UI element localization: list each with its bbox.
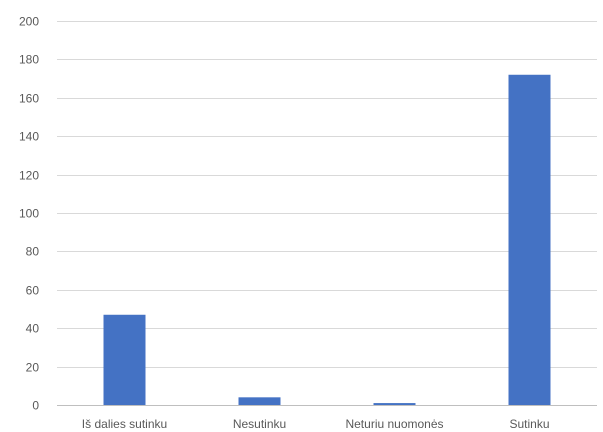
y-tick-label: 180 xyxy=(19,53,39,67)
bar xyxy=(103,314,146,405)
y-tick-label: 40 xyxy=(26,322,40,336)
x-category-label: Neturiu nuomonės xyxy=(345,417,443,431)
y-tick-label: 60 xyxy=(26,284,40,298)
y-tick-label: 160 xyxy=(19,92,39,106)
bars xyxy=(103,74,551,405)
y-tick-label: 80 xyxy=(26,245,40,259)
y-tick-label: 20 xyxy=(26,361,40,375)
x-category-label: Sutinku xyxy=(509,417,549,431)
x-axis-category-labels: Iš dalies sutinku Nesutinku Neturiu nuomon… xyxy=(82,417,550,431)
bar xyxy=(373,403,416,405)
y-tick-label: 100 xyxy=(19,207,39,221)
y-tick-label: 140 xyxy=(19,130,39,144)
bar xyxy=(508,74,551,405)
gridlines xyxy=(57,21,597,406)
y-tick-label: 0 xyxy=(32,399,39,413)
y-tick-label: 120 xyxy=(19,169,39,183)
bar xyxy=(238,397,281,405)
x-category-label: Iš dalies sutinku xyxy=(82,417,167,431)
y-tick-label: 200 xyxy=(19,15,39,29)
y-axis-tick-labels: 0 20 40 60 80 100 120 140 160 180 200 xyxy=(19,15,39,413)
x-category-label: Nesutinku xyxy=(233,417,286,431)
